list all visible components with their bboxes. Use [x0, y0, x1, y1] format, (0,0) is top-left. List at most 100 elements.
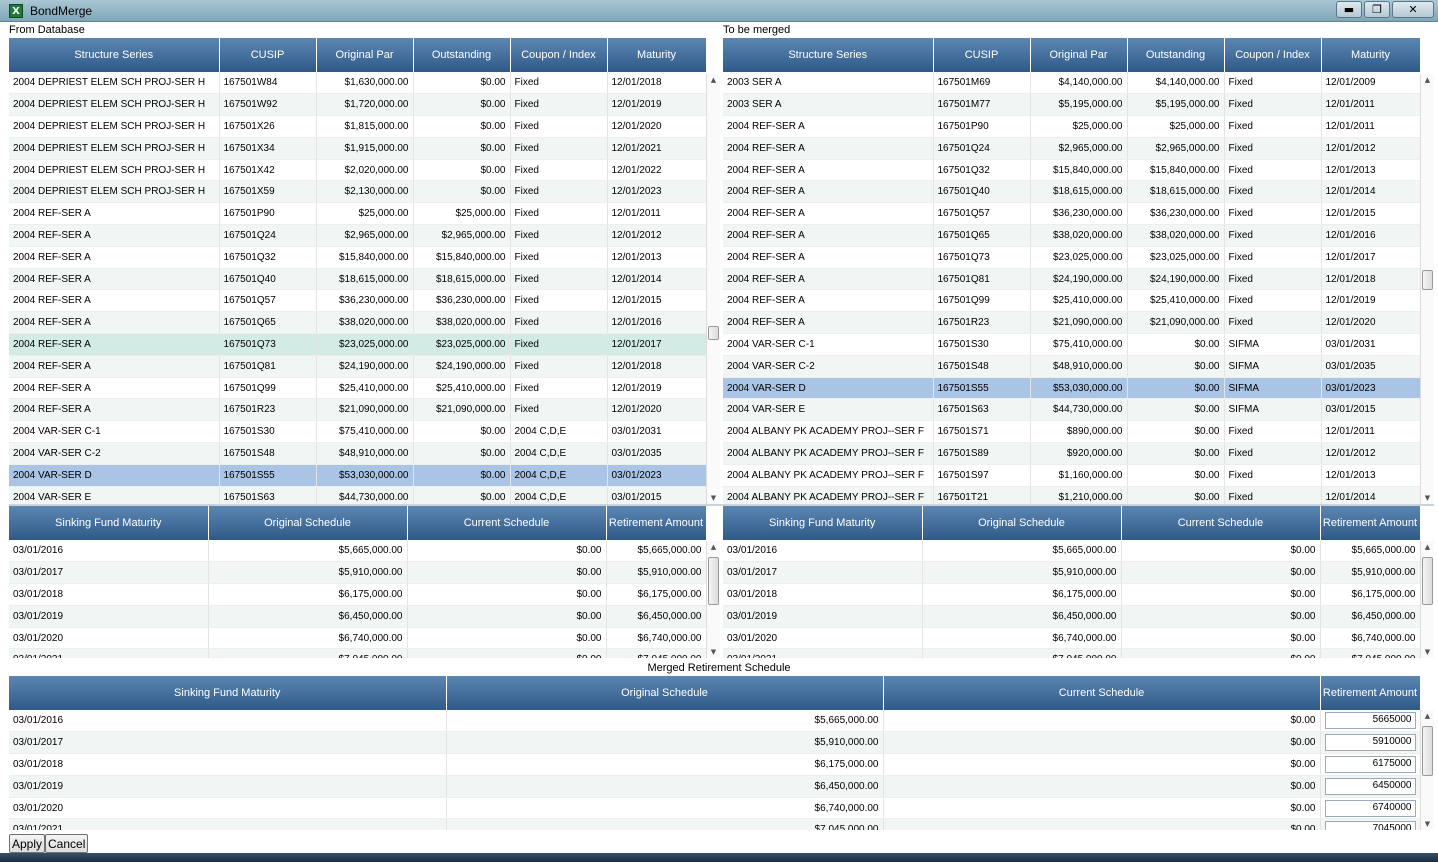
scroll-thumb[interactable]: [708, 326, 719, 340]
table-row[interactable]: 2004 ALBANY PK ACADEMY PROJ--SER F 167501…: [723, 420, 1420, 444]
column-header[interactable]: Original Par: [316, 38, 414, 72]
table-row[interactable]: 2004 VAR-SER C-2 167501S48 $48,910,000.00 $…: [9, 442, 706, 465]
apply-button[interactable]: Apply: [9, 834, 46, 853]
scroll-thumb[interactable]: [1422, 270, 1433, 290]
scroll-down-icon[interactable]: ▼: [710, 494, 717, 502]
column-header[interactable]: Original Schedule: [922, 506, 1122, 540]
table-row[interactable]: 03/01/2019 $6,450,000.00 $0.00 $6,450,000.0…: [723, 605, 1420, 628]
column-header[interactable]: Structure Series: [9, 38, 220, 72]
minimize-button[interactable]: ▬: [1336, 1, 1362, 18]
close-button[interactable]: ✕: [1392, 1, 1434, 18]
table-row[interactable]: 2004 ALBANY PK ACADEMY PROJ--SER F 167501…: [723, 486, 1420, 504]
scroll-down-icon[interactable]: ▼: [1424, 494, 1431, 502]
table-row[interactable]: 2004 REF-SER A 167501P90 $25,000.00 $25,000…: [723, 115, 1420, 138]
scroll-down-icon[interactable]: ▼: [1424, 648, 1431, 656]
table-row[interactable]: 2003 SER A 167501M69 $4,140,000.00 $4,140,0…: [723, 72, 1420, 95]
table-row[interactable]: 2004 DEPRIEST ELEM SCH PROJ-SER H 167501X…: [9, 180, 706, 204]
table-row[interactable]: 03/01/2017 $5,910,000.00 $0.00 5910000: [9, 731, 1420, 755]
column-header[interactable]: Original Schedule: [446, 676, 884, 710]
column-header[interactable]: Current Schedule: [407, 506, 607, 540]
table-row[interactable]: 03/01/2020 $6,740,000.00 $0.00 $6,740,000.0…: [9, 627, 706, 650]
column-header[interactable]: Original Par: [1030, 38, 1128, 72]
scroll-up-icon[interactable]: ▲: [710, 543, 717, 551]
column-header[interactable]: Sinking Fund Maturity: [723, 506, 923, 540]
scroll-thumb[interactable]: [1422, 557, 1433, 605]
table-row[interactable]: 2004 REF-SER A 167501P90 $25,000.00 $25,000…: [9, 202, 706, 226]
column-header[interactable]: Structure Series: [723, 38, 934, 72]
table-row[interactable]: 2004 REF-SER A 167501Q81 $24,190,000.00 $24…: [9, 355, 706, 378]
column-header[interactable]: Maturity: [1321, 38, 1420, 72]
table-row[interactable]: 2004 VAR-SER C-2 167501S48 $48,910,000.00 $…: [723, 355, 1420, 378]
table-row[interactable]: 03/01/2018 $6,175,000.00 $0.00 $6,175,000.0…: [9, 583, 706, 606]
table-row[interactable]: 2004 ALBANY PK ACADEMY PROJ--SER F 167501…: [723, 442, 1420, 465]
table-row[interactable]: 2003 SER A 167501M77 $5,195,000.00 $5,195,0…: [723, 93, 1420, 117]
table-row[interactable]: 2004 VAR-SER C-1 167501S30 $75,410,000.00 $…: [723, 333, 1420, 356]
column-header[interactable]: Current Schedule: [1121, 506, 1321, 540]
retirement-amount-input[interactable]: 6740000: [1324, 799, 1416, 817]
table-row[interactable]: 2004 REF-SER A 167501Q24 $2,965,000.00 $2,9…: [723, 137, 1420, 160]
cancel-button[interactable]: Cancel: [45, 834, 89, 853]
column-header[interactable]: Retirement Amount: [606, 506, 706, 540]
scroll-down-icon[interactable]: ▼: [1424, 820, 1431, 828]
retirement-amount-input[interactable]: 5910000: [1324, 734, 1416, 752]
table-row[interactable]: 03/01/2017 $5,910,000.00 $0.00 $5,910,000.0…: [723, 561, 1420, 585]
table-row[interactable]: 2004 REF-SER A 167501Q65 $38,020,000.00 $38…: [9, 311, 706, 335]
column-header[interactable]: Coupon / Index: [1224, 38, 1322, 72]
table-row[interactable]: 03/01/2017 $5,910,000.00 $0.00 $5,910,000.0…: [9, 561, 706, 585]
table-row[interactable]: 03/01/2021$7,045,000.00$0.00$7,045,000.0…: [723, 648, 1420, 658]
table-row[interactable]: 2004 REF-SER A 167501Q73 $23,025,000.00 $23…: [723, 246, 1420, 269]
scroll-up-icon[interactable]: ▲: [1424, 543, 1431, 551]
scroll-up-icon[interactable]: ▲: [710, 76, 717, 84]
table-row[interactable]: 03/01/2020 $6,740,000.00 $0.00 6740000: [9, 797, 1420, 820]
column-header[interactable]: Outstanding: [413, 38, 511, 72]
table-row[interactable]: 03/01/2019 $6,450,000.00 $0.00 6450000: [9, 775, 1420, 798]
retirement-amount-input[interactable]: 7045000: [1324, 821, 1416, 830]
table-row[interactable]: 2004 REF-SER A 167501Q32 $15,840,000.00 $15…: [723, 159, 1420, 182]
table-row[interactable]: 03/01/2021 $7,045,000.00 $0.00 7045000: [9, 818, 1420, 830]
table-row[interactable]: 03/01/2016 $5,665,000.00 $0.00 5665000: [9, 710, 1420, 733]
column-header[interactable]: Retirement Amount: [1320, 676, 1420, 710]
table-row[interactable]: 2004 ALBANY PK ACADEMY PROJ--SER F 167501…: [723, 464, 1420, 487]
table-row[interactable]: 03/01/2018 $6,175,000.00 $0.00 $6,175,000.0…: [723, 583, 1420, 606]
table-row[interactable]: 2004 DEPRIEST ELEM SCH PROJ-SER H 167501X…: [9, 159, 706, 182]
column-header[interactable]: Original Schedule: [208, 506, 408, 540]
column-header[interactable]: CUSIP: [933, 38, 1031, 72]
scroll-up-icon[interactable]: ▲: [1424, 712, 1431, 720]
table-row[interactable]: 03/01/2016 $5,665,000.00 $0.00 $5,665,000.0…: [9, 540, 706, 563]
column-header[interactable]: Outstanding: [1127, 38, 1225, 72]
column-header[interactable]: Maturity: [607, 38, 706, 72]
table-row[interactable]: 2004 DEPRIEST ELEM SCH PROJ-SER H 167501W…: [9, 93, 706, 117]
scroll-thumb[interactable]: [708, 557, 719, 605]
table-row[interactable]: 2004 REF-SER A 167501R23 $21,090,000.00 $21…: [723, 311, 1420, 335]
table-row[interactable]: 2004 VAR-SER E 167501S63 $44,730,000.00 $0.…: [9, 486, 706, 504]
column-header[interactable]: Coupon / Index: [510, 38, 608, 72]
table-row[interactable]: 2004 REF-SER A 167501Q99 $25,410,000.00 $25…: [723, 289, 1420, 313]
table-row[interactable]: 2004 REF-SER A 167501R23 $21,090,000.00 $21…: [9, 398, 706, 422]
table-row[interactable]: 2004 DEPRIEST ELEM SCH PROJ-SER H 167501X…: [9, 115, 706, 138]
restore-button[interactable]: ❐: [1364, 1, 1390, 18]
scroll-down-icon[interactable]: ▼: [710, 648, 717, 656]
table-row[interactable]: 2004 REF-SER A 167501Q81 $24,190,000.00 $24…: [723, 268, 1420, 291]
left-sinking-fund-scrollbar[interactable]: ▲ ▼: [706, 541, 720, 658]
table-row[interactable]: 2004 VAR-SER D 167501S55 $53,030,000.00 $0.…: [723, 377, 1420, 400]
column-header[interactable]: Sinking Fund Maturity: [9, 676, 447, 710]
retirement-amount-input[interactable]: 5665000: [1324, 712, 1416, 730]
table-row[interactable]: 2004 REF-SER A 167501Q73 $23,025,000.00 $23…: [9, 333, 706, 356]
column-header[interactable]: Sinking Fund Maturity: [9, 506, 209, 540]
to-be-merged-scrollbar[interactable]: ▲ ▼: [1420, 74, 1434, 504]
table-row[interactable]: 2004 VAR-SER C-1 167501S30 $75,410,000.00 $…: [9, 420, 706, 444]
scroll-thumb[interactable]: [1422, 726, 1433, 776]
scroll-up-icon[interactable]: ▲: [1424, 76, 1431, 84]
table-row[interactable]: 2004 REF-SER A 167501Q57 $36,230,000.00 $36…: [9, 289, 706, 313]
column-header[interactable]: Current Schedule: [883, 676, 1321, 710]
table-row[interactable]: 03/01/2019 $6,450,000.00 $0.00 $6,450,000.0…: [9, 605, 706, 628]
table-row[interactable]: 2004 REF-SER A 167501Q40 $18,615,000.00 $18…: [723, 180, 1420, 204]
table-row[interactable]: 2004 REF-SER A 167501Q24 $2,965,000.00 $2,9…: [9, 224, 706, 247]
table-row[interactable]: 03/01/2021$7,045,000.00$0.00$7,045,000.0…: [9, 648, 706, 658]
table-row[interactable]: 2004 DEPRIEST ELEM SCH PROJ-SER H 167501X…: [9, 137, 706, 160]
table-row[interactable]: 03/01/2016 $5,665,000.00 $0.00 $5,665,000.0…: [723, 540, 1420, 563]
table-row[interactable]: 2004 REF-SER A 167501Q57 $36,230,000.00 $36…: [723, 202, 1420, 226]
merged-scrollbar[interactable]: ▲ ▼: [1420, 710, 1434, 830]
table-row[interactable]: 2004 REF-SER A 167501Q40 $18,615,000.00 $18…: [9, 268, 706, 291]
column-header[interactable]: CUSIP: [219, 38, 317, 72]
